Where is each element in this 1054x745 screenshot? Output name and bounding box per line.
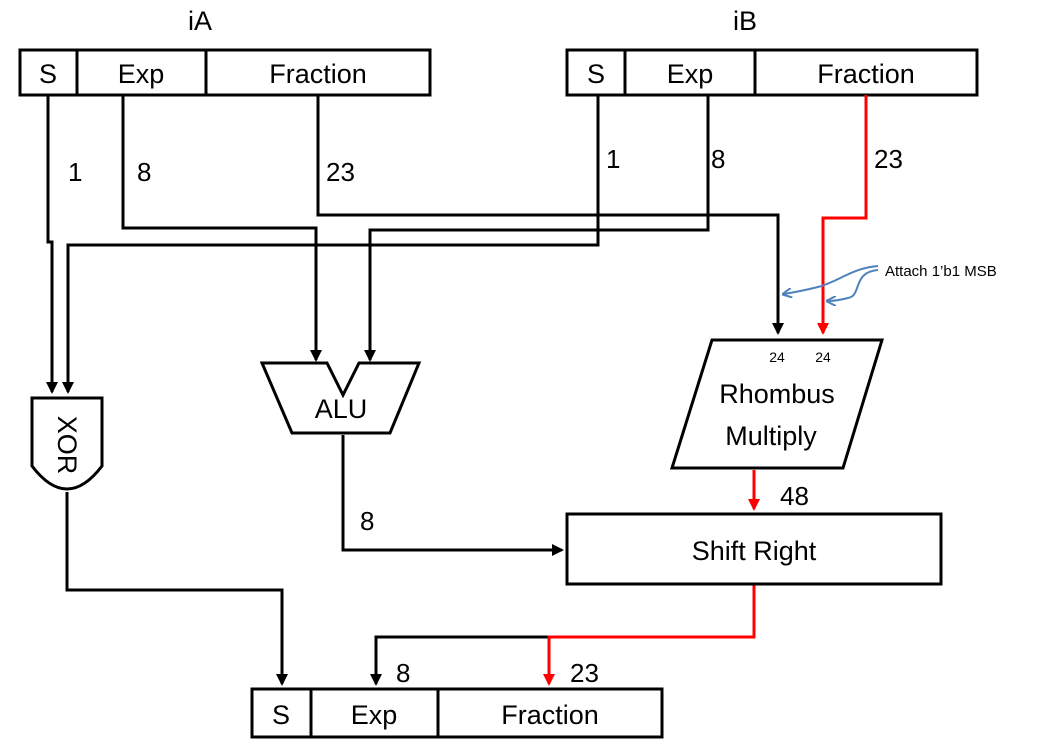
input-a-title: iA xyxy=(188,6,212,36)
input-b-title: iB xyxy=(733,6,757,36)
input-a-sign-field: S xyxy=(39,59,57,89)
xor-gate: XOR xyxy=(30,396,104,491)
label-multiply-out-width: 48 xyxy=(780,481,809,511)
output-register: S Exp Fraction xyxy=(250,687,664,739)
input-b-sign-field: S xyxy=(587,59,605,89)
input-b-fraction-field: Fraction xyxy=(817,59,915,89)
alu-block: ALU xyxy=(259,361,422,435)
wire-a-exp-to-alu xyxy=(121,95,322,362)
multiply-input-a-width: 24 xyxy=(769,349,785,365)
wire-b-fraction-to-multiply xyxy=(817,95,868,335)
multiply-label-line1: Rhombus xyxy=(719,379,835,409)
xor-gate-shape xyxy=(30,396,104,491)
input-a-box xyxy=(18,48,432,97)
wire-b-sign-to-xor xyxy=(62,95,600,394)
input-b-exp-field: Exp xyxy=(667,59,714,89)
alu-label: ALU xyxy=(315,394,368,424)
label-a-exp-width: 8 xyxy=(137,157,151,187)
shift-right-block: Shift Right xyxy=(565,512,943,586)
wire-a-sign-to-xor xyxy=(46,95,58,394)
wire-shift-to-output-fraction xyxy=(543,585,756,686)
label-fraction-out-width: 23 xyxy=(570,658,599,688)
multiply-shape xyxy=(669,338,885,470)
input-a-exp-field: Exp xyxy=(118,59,165,89)
output-box xyxy=(250,687,664,739)
input-b-register: iB S Exp Fraction xyxy=(565,6,979,97)
label-b-sign-width: 1 xyxy=(606,144,620,174)
msb-annotation-text: Attach 1’b1 MSB xyxy=(885,263,997,280)
shift-right-box xyxy=(565,512,943,586)
shift-right-label: Shift Right xyxy=(692,536,817,566)
wire-xor-to-output-sign xyxy=(65,492,288,686)
alu-shape xyxy=(259,361,422,435)
label-b-fraction-width: 23 xyxy=(874,144,903,174)
wire-a-fraction-to-multiply xyxy=(316,95,784,335)
annotation-arrow-b xyxy=(828,269,879,301)
xor-gate-label: XOR xyxy=(52,416,82,475)
label-a-sign-width: 1 xyxy=(68,157,82,187)
label-a-fraction-width: 23 xyxy=(326,157,355,187)
fraction-path xyxy=(543,95,868,686)
input-a-register: iA S Exp Fraction xyxy=(18,6,432,97)
label-alu-out-width: 8 xyxy=(360,506,374,536)
label-exp-out-width: 8 xyxy=(396,658,410,688)
output-exp-field: Exp xyxy=(351,700,398,730)
label-b-exp-width: 8 xyxy=(711,144,725,174)
output-sign-field: S xyxy=(272,700,290,730)
multiply-input-b-width: 24 xyxy=(815,349,831,365)
output-fraction-field: Fraction xyxy=(501,700,599,730)
msb-annotation: Attach 1’b1 MSB xyxy=(784,263,997,301)
wire-alu-to-shift xyxy=(341,435,564,556)
wire-b-exp-to-alu xyxy=(364,95,710,362)
multiply-label-line2: Multiply xyxy=(725,421,817,451)
annotation-arrow-a xyxy=(784,265,879,294)
wires xyxy=(46,95,784,686)
multiply-block: 24 24 Rhombus Multiply xyxy=(669,338,885,470)
input-b-box xyxy=(565,48,979,97)
wire-shift-to-output-exp xyxy=(370,635,549,686)
input-a-fraction-field: Fraction xyxy=(269,59,367,89)
